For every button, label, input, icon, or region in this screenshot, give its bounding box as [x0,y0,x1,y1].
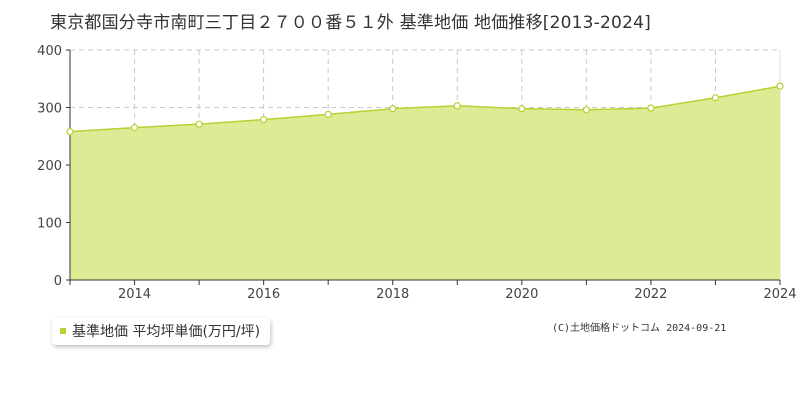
data-point [518,105,526,113]
copyright-text: (C)土地価格ドットコム 2024-09-21 [552,323,727,334]
y-tick-label: 300 [37,102,62,117]
data-point [260,115,268,124]
x-tick-label: 2020 [505,287,538,302]
area-fill [70,86,780,280]
data-point [130,124,139,132]
data-point [453,102,461,110]
data-point [195,120,203,128]
data-point [776,82,784,90]
y-tick-label: 100 [37,217,62,232]
legend: 基準地価 平均坪単価(万円/坪) [52,318,271,345]
legend-label: 基準地価 平均坪単価(万円/坪) [72,324,261,340]
data-point [324,110,332,119]
axes [66,49,781,285]
data-point [66,128,74,136]
data-point [647,104,655,112]
y-tick-label: 400 [37,44,62,59]
y-tick-label: 0 [54,274,62,289]
x-tick-label: 2014 [118,287,151,302]
legend-swatch-icon [60,328,66,334]
chart-title: 東京都国分寺市南町三丁目２７００番５１外 基準地価 地価推移[2013-2024… [50,13,651,33]
data-point [711,94,720,102]
x-tick-label: 2024 [763,287,796,302]
tick-labels: 0 100 200 300 400 2014 2016 2018 2020 2022 2024 [37,44,796,302]
x-tick-label: 2022 [634,287,667,302]
x-tick-label: 2018 [376,287,409,302]
data-points [66,82,784,136]
y-tick-label: 200 [37,159,62,174]
data-point [582,106,590,114]
x-tick-label: 2016 [247,287,280,302]
data-point [389,105,397,113]
series-line [69,85,781,133]
area-series [69,85,781,280]
